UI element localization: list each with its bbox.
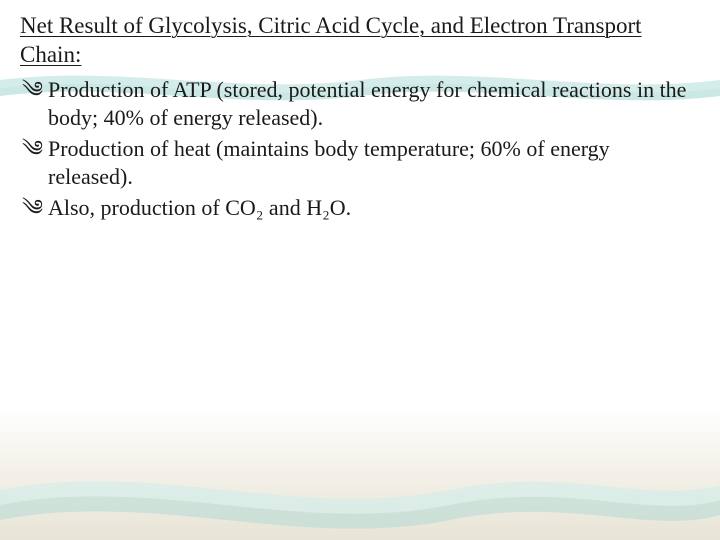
bullet-text: Production of ATP (stored, potential ene… — [48, 77, 686, 131]
bullet-text: Production of heat (maintains body tempe… — [48, 136, 610, 190]
bullet-glyph-icon: ༄ — [22, 135, 43, 164]
wave-path-light — [0, 481, 720, 513]
wave-path-dark — [0, 496, 720, 528]
bullet-glyph-icon: ༄ — [22, 194, 43, 223]
bullet-glyph-icon: ༄ — [22, 76, 43, 105]
content-area: Net Result of Glycolysis, Citric Acid Cy… — [0, 0, 720, 222]
bullet-item: ༄ Production of ATP (stored, potential e… — [20, 76, 700, 133]
bullet-text: Also, production of CO₂ and H₂O. — [48, 195, 351, 220]
slide-title: Net Result of Glycolysis, Citric Acid Cy… — [20, 12, 700, 70]
bullet-item: ༄ Also, production of CO₂ and H₂O. — [20, 194, 700, 223]
bullet-list: ༄ Production of ATP (stored, potential e… — [20, 76, 700, 223]
decorative-wave-bottom — [0, 450, 720, 540]
bullet-item: ༄ Production of heat (maintains body tem… — [20, 135, 700, 192]
slide-container: Net Result of Glycolysis, Citric Acid Cy… — [0, 0, 720, 540]
